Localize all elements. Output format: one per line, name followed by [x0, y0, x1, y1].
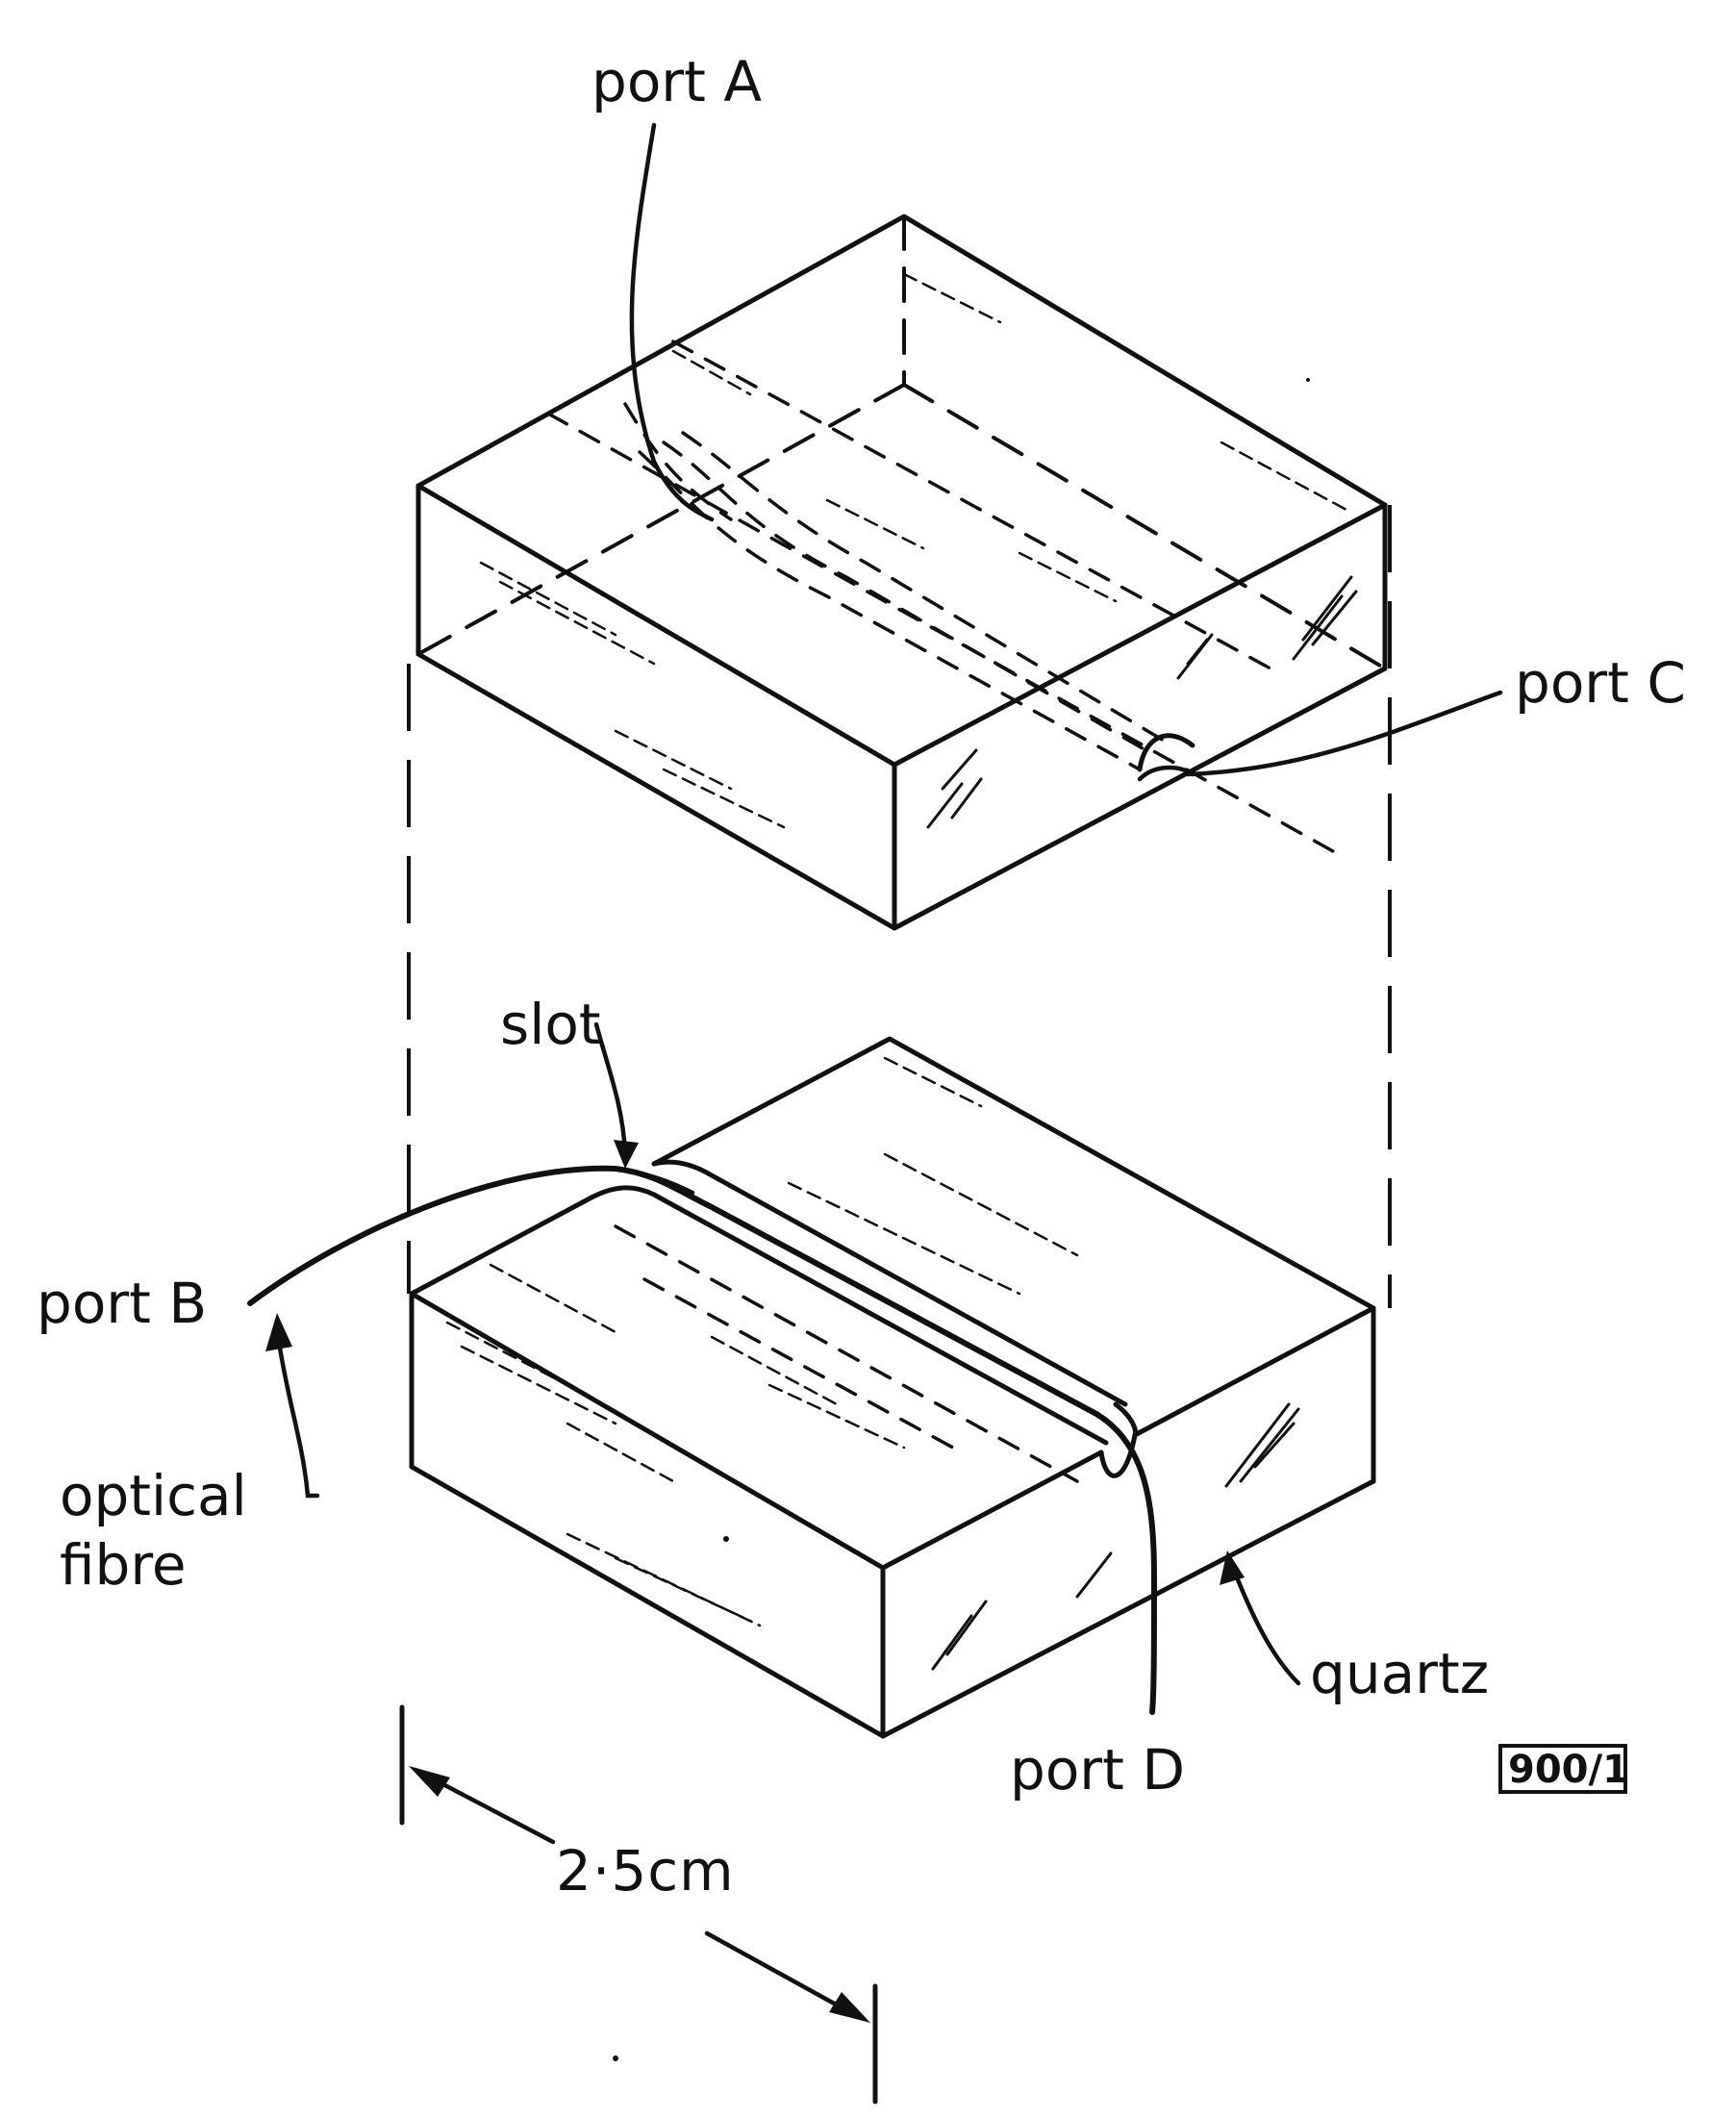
figure-tag-text: 900/1	[1508, 1748, 1629, 1792]
quartz-arrow-head	[1220, 1551, 1245, 1585]
quartz-label: quartz	[1310, 1641, 1489, 1706]
port-b-label: port B	[37, 1271, 207, 1336]
dimension-arrow-left	[409, 1766, 450, 1797]
speck	[723, 1536, 729, 1542]
projection-lines	[407, 505, 1392, 1308]
figure-tag: 900/1	[1498, 1744, 1629, 1794]
lower-quartz-block	[409, 1036, 1376, 1739]
port-d-label: port D	[1010, 1737, 1185, 1803]
dimension-label: 2·5cm	[556, 1838, 735, 1904]
leader-lines	[265, 122, 1503, 1686]
port-a-label: port A	[591, 49, 762, 114]
dimension-indicator	[399, 1704, 878, 2105]
speck	[613, 2055, 618, 2061]
optical-fibre-label-line1: optical	[60, 1463, 247, 1528]
dimension-arrow-right	[829, 1992, 870, 2023]
optical-fibre-label-line2: fibre	[60, 1532, 187, 1598]
slot-arrow-head	[614, 1140, 639, 1169]
fibre-arrow-head	[265, 1313, 292, 1351]
optical-fibre	[247, 1165, 1158, 1715]
slot-label: slot	[500, 992, 601, 1057]
port-c-label: port C	[1515, 650, 1686, 716]
speck	[1306, 378, 1310, 382]
upper-quartz-block	[415, 214, 1388, 931]
